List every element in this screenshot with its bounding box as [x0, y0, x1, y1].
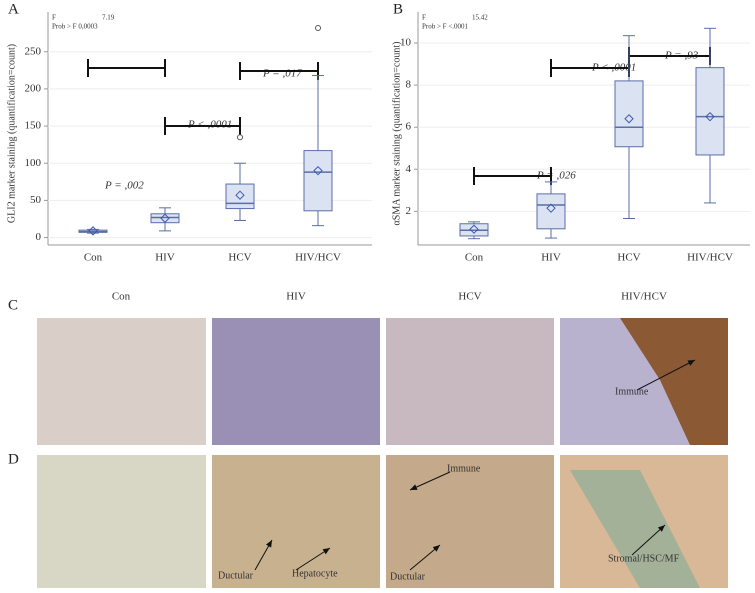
x-tick-label: Con [465, 252, 484, 264]
y-tick-label: 50 [30, 194, 42, 206]
box [225, 183, 255, 210]
y-tick-label: 6 [406, 121, 412, 133]
column-header: HCV [458, 291, 481, 303]
p-value: P = ,017 [262, 68, 302, 80]
y-tick-label: 100 [25, 157, 42, 169]
box [303, 150, 333, 212]
p-value: P = ,002 [104, 180, 144, 192]
y-tick-label: 10 [400, 37, 412, 49]
box [536, 193, 566, 230]
box [614, 80, 644, 148]
mean [546, 203, 556, 213]
x-tick-label: HIV/HCV [295, 252, 341, 264]
outlier [237, 134, 243, 141]
x-tick-label: Con [84, 252, 103, 264]
y-tick-label: 0 [36, 231, 42, 243]
image-label: Hepatocyte [292, 568, 338, 579]
stats-text: 15.42 [472, 14, 488, 22]
p-value: P < ,0001 [187, 119, 232, 131]
image-label: Ductular [218, 570, 254, 581]
x-tick-label: HIV/HCV [687, 252, 733, 264]
y-axis-label: GLI2 marker staining (quantification=cou… [6, 44, 17, 223]
y-tick-label: 200 [25, 82, 42, 94]
mean [469, 224, 479, 234]
mean [313, 165, 323, 176]
mean [705, 111, 715, 122]
panel-label: C [8, 297, 18, 313]
stats-text: F [422, 14, 426, 22]
image-label: Ductular [390, 571, 426, 582]
column-header: HIV [286, 291, 306, 303]
stats-text: F [52, 14, 56, 22]
image-panels [37, 318, 728, 588]
y-tick-label: 150 [25, 120, 42, 132]
p-value: P = ,026 [536, 170, 576, 182]
y-tick-label: 2 [406, 205, 412, 217]
mean [88, 226, 98, 236]
column-header: HIV/HCV [621, 291, 667, 303]
image-label: Stromal/HSC/MF [608, 553, 680, 564]
panel-label: D [8, 451, 19, 467]
column-header: Con [112, 291, 131, 303]
mean [235, 190, 245, 200]
mean [624, 114, 634, 124]
y-tick-label: 4 [406, 163, 412, 175]
box [695, 67, 725, 156]
mean [160, 213, 170, 223]
x-tick-label: HIV [155, 252, 175, 264]
y-tick-label: 250 [25, 45, 42, 57]
x-tick-label: HCV [228, 252, 251, 264]
x-tick-label: HIV [541, 252, 561, 264]
y-tick-label: 8 [406, 79, 412, 91]
image-label: Immune [447, 463, 481, 474]
stats-text: Prob > F <.0001 [422, 23, 469, 31]
stats-text: Prob > F 0,0003 [52, 23, 98, 31]
panel-label: B [393, 1, 403, 17]
y-axis-label: αSMA marker staining (quantification=cou… [391, 42, 402, 226]
outlier [315, 24, 321, 31]
panel-label: A [8, 1, 19, 17]
image-label: Immune [615, 386, 649, 397]
stats-text: 7.19 [102, 14, 115, 22]
x-tick-label: HCV [617, 252, 640, 264]
